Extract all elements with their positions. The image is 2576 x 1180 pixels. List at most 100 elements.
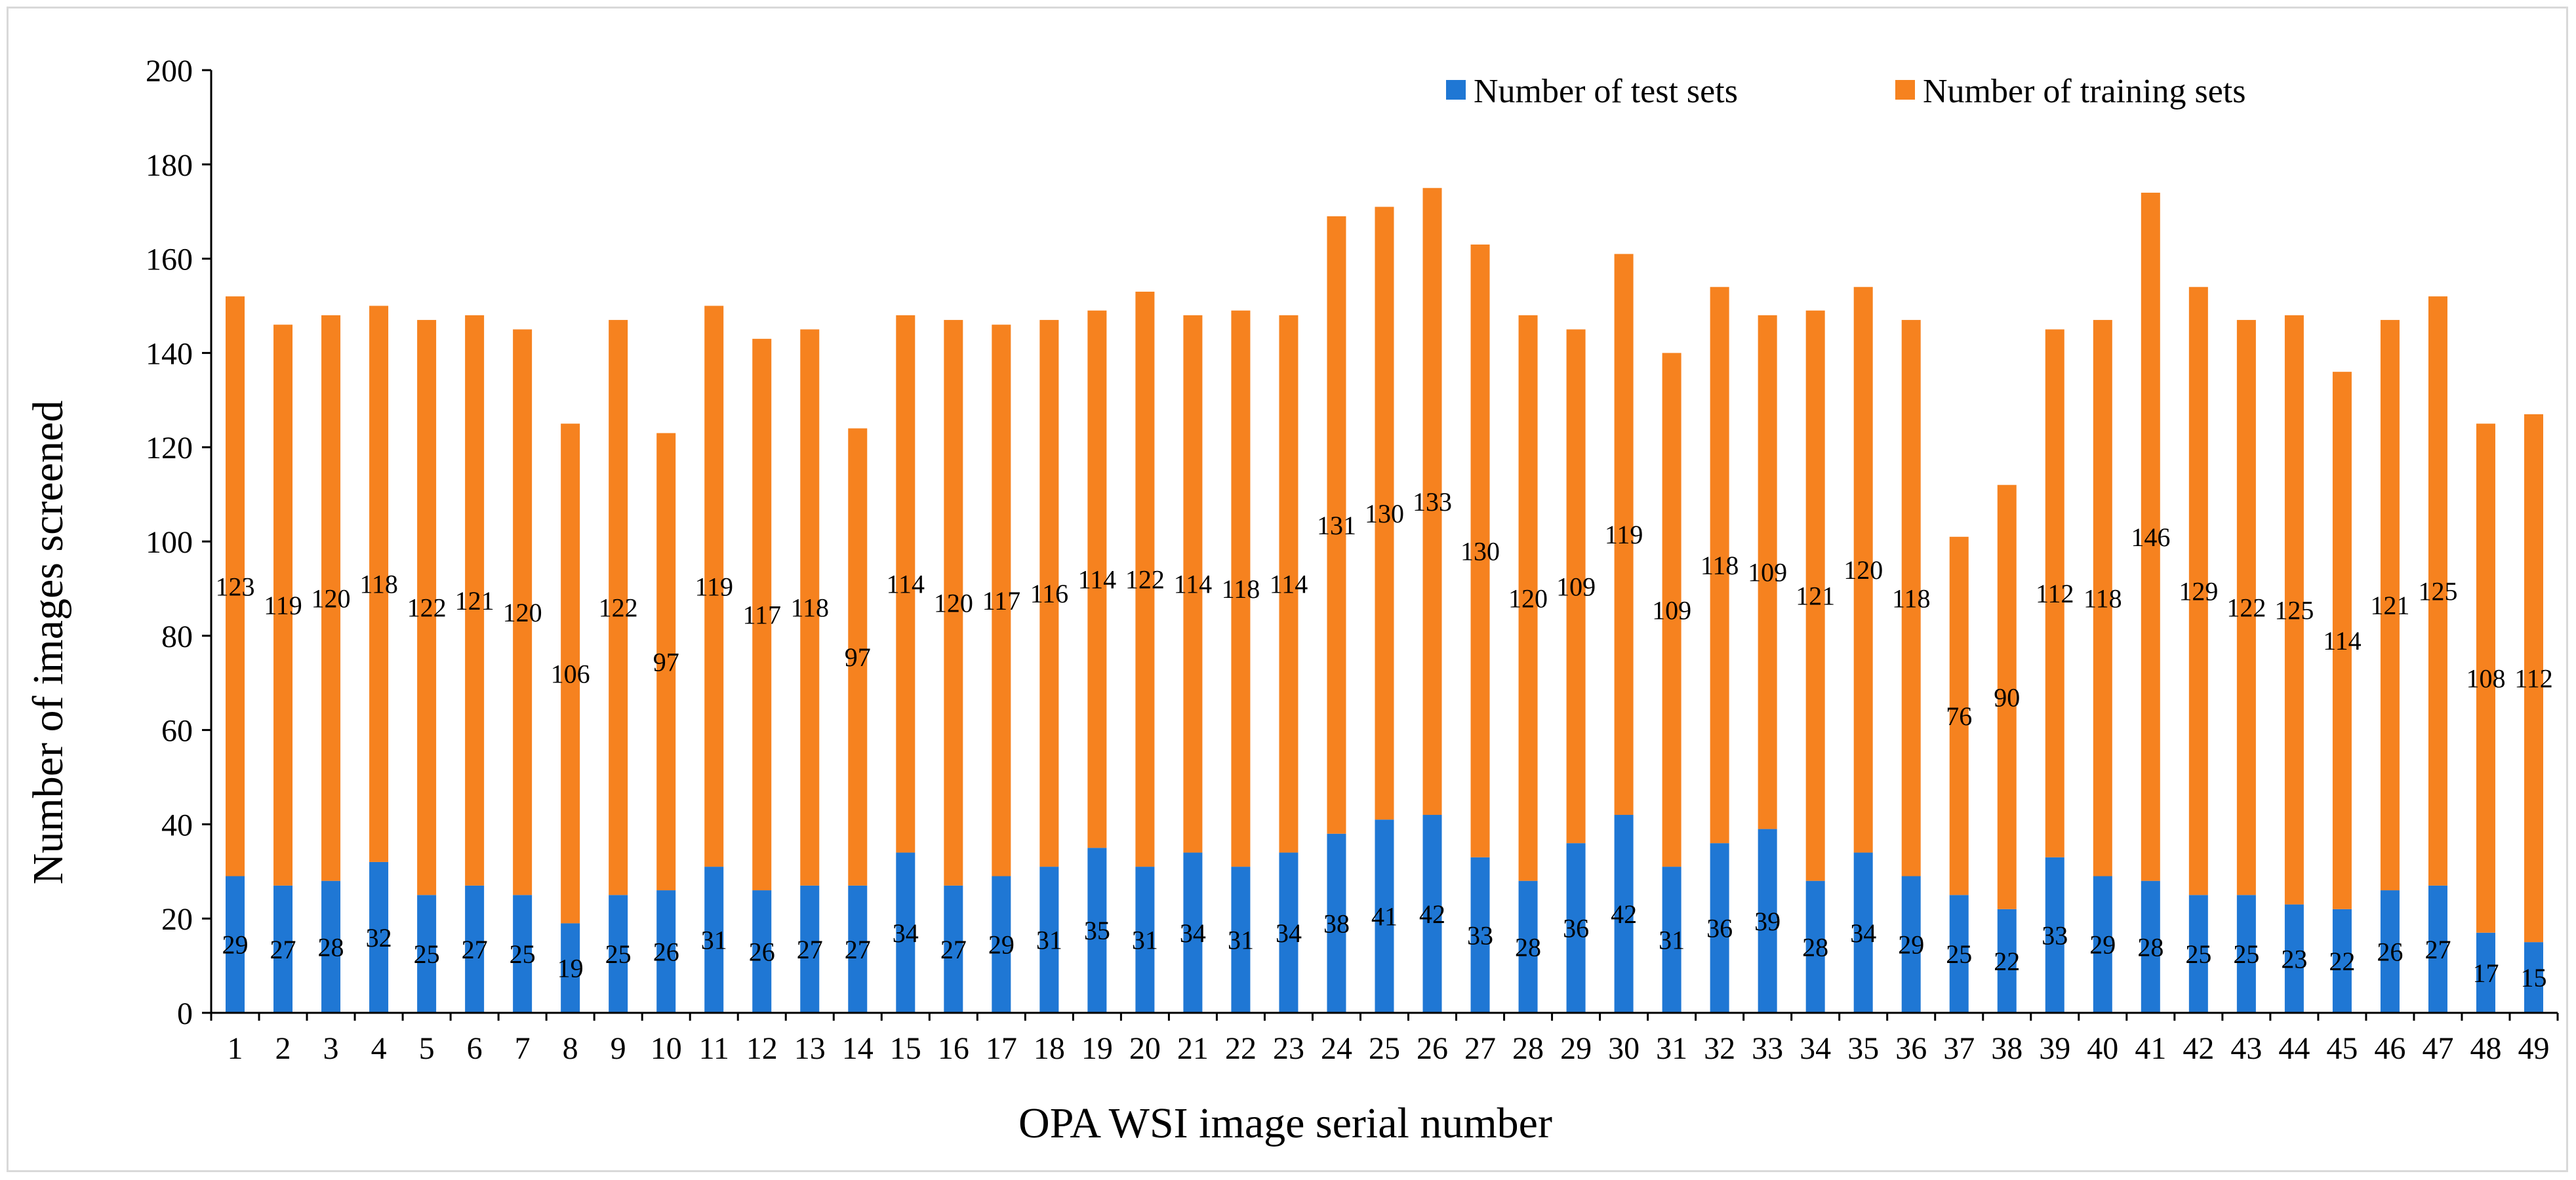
bar-training-sets-33: [1758, 315, 1777, 829]
bar-test-sets-42: [2188, 895, 2208, 1013]
bar-test-sets-12: [752, 890, 772, 1013]
x-tick-label-30: 30: [1608, 1031, 1640, 1066]
data-label-training-20: 122: [1125, 565, 1165, 595]
bar-test-sets-39: [2045, 857, 2064, 1013]
bar-training-sets-44: [2284, 315, 2304, 905]
data-label-training-15: 114: [887, 570, 925, 599]
data-label-test-9: 25: [605, 939, 632, 969]
bar-training-sets-47: [2428, 296, 2447, 886]
data-label-test-4: 32: [366, 923, 392, 953]
data-label-test-39: 33: [2042, 920, 2068, 950]
bar-training-sets-12: [752, 338, 772, 891]
data-label-training-14: 97: [845, 642, 871, 672]
bar-test-sets-33: [1758, 829, 1777, 1013]
data-label-training-40: 118: [2083, 583, 2122, 613]
x-tick-label-40: 40: [2087, 1031, 2118, 1066]
data-label-test-17: 29: [988, 930, 1015, 960]
bar-training-sets-29: [1566, 329, 1586, 844]
bar-test-sets-45: [2332, 909, 2352, 1013]
data-label-test-44: 23: [2281, 944, 2307, 974]
bar-training-sets-49: [2524, 414, 2543, 943]
data-label-training-2: 119: [264, 591, 302, 620]
x-axis-title: OPA WSI image serial number: [1018, 1099, 1552, 1147]
data-label-test-1: 29: [222, 930, 249, 960]
bar-training-sets-3: [321, 315, 341, 881]
data-label-training-36: 118: [1892, 583, 1931, 613]
x-tick-label-5: 5: [419, 1031, 435, 1066]
x-tick-label-36: 36: [1895, 1031, 1927, 1066]
bar-test-sets-10: [656, 890, 676, 1013]
bar-test-sets-17: [992, 876, 1011, 1013]
bar-training-sets-18: [1039, 320, 1059, 867]
data-label-training-44: 125: [2274, 595, 2314, 625]
data-label-test-26: 42: [1419, 899, 1445, 929]
bar-test-sets-4: [369, 861, 389, 1013]
data-label-test-10: 26: [653, 937, 679, 967]
data-label-test-15: 34: [893, 918, 919, 948]
data-label-test-31: 31: [1659, 926, 1685, 955]
data-label-training-26: 133: [1413, 487, 1452, 517]
bar-test-sets-41: [2141, 880, 2160, 1013]
y-tick-label-60: 60: [161, 714, 193, 749]
bar-test-sets-25: [1375, 819, 1394, 1013]
data-label-test-35: 34: [1850, 918, 1876, 948]
bar-training-sets-10: [656, 433, 676, 891]
x-tick-label-26: 26: [1417, 1031, 1448, 1066]
data-label-training-46: 121: [2370, 591, 2409, 620]
bar-training-sets-48: [2476, 423, 2495, 933]
x-tick-label-21: 21: [1177, 1031, 1209, 1066]
bar-test-sets-29: [1566, 843, 1586, 1013]
x-tick-label-18: 18: [1034, 1031, 1065, 1066]
x-tick-label-49: 49: [2518, 1031, 2549, 1066]
x-tick-label-2: 2: [275, 1031, 291, 1066]
bar-test-sets-8: [561, 923, 580, 1013]
bar-test-sets-20: [1135, 867, 1155, 1013]
x-tick-label-38: 38: [1991, 1031, 2023, 1066]
y-tick-label-180: 180: [146, 148, 193, 183]
x-tick-label-29: 29: [1560, 1031, 1592, 1066]
data-label-test-45: 22: [2329, 947, 2355, 976]
data-label-training-6: 121: [455, 586, 494, 616]
bar-test-sets-28: [1518, 880, 1538, 1013]
bar-training-sets-39: [2045, 329, 2064, 857]
x-tick-label-8: 8: [563, 1031, 578, 1066]
x-tick-label-10: 10: [651, 1031, 682, 1066]
data-label-training-24: 131: [1317, 511, 1356, 540]
bar-test-sets-34: [1805, 880, 1825, 1013]
x-tick-label-11: 11: [699, 1031, 729, 1066]
bar-training-sets-9: [609, 320, 628, 895]
bar-test-sets-21: [1183, 852, 1203, 1013]
bar-training-sets-46: [2380, 320, 2400, 891]
bar-test-sets-1: [226, 876, 245, 1013]
bar-test-sets-14: [848, 885, 868, 1013]
x-tick-label-12: 12: [746, 1031, 778, 1066]
bar-training-sets-13: [800, 329, 820, 886]
data-label-test-12: 26: [749, 937, 775, 967]
bar-training-sets-19: [1087, 310, 1107, 848]
data-label-training-12: 117: [742, 600, 781, 629]
bar-training-sets-4: [369, 305, 389, 862]
x-tick-label-27: 27: [1464, 1031, 1496, 1066]
data-label-training-18: 116: [1030, 579, 1069, 608]
bar-test-sets-46: [2380, 890, 2400, 1013]
bar-training-sets-25: [1375, 206, 1394, 820]
bar-training-sets-41: [2141, 192, 2160, 881]
data-label-test-49: 15: [2520, 963, 2546, 993]
data-label-training-16: 120: [934, 588, 973, 618]
data-label-test-22: 31: [1228, 926, 1254, 955]
bar-test-sets-49: [2524, 942, 2543, 1013]
bar-training-sets-23: [1279, 315, 1298, 853]
bar-training-sets-32: [1710, 286, 1729, 844]
data-label-test-19: 35: [1084, 916, 1110, 945]
x-tick-label-19: 19: [1081, 1031, 1113, 1066]
x-tick-label-4: 4: [371, 1031, 387, 1066]
x-tick-label-35: 35: [1847, 1031, 1879, 1066]
data-label-test-3: 28: [318, 932, 344, 962]
data-label-training-22: 118: [1222, 574, 1260, 604]
data-label-training-7: 120: [503, 598, 542, 627]
bar-training-sets-6: [465, 315, 485, 886]
bar-training-sets-8: [561, 423, 580, 924]
bar-training-sets-15: [896, 315, 916, 853]
data-label-test-18: 31: [1036, 926, 1062, 955]
data-label-training-13: 118: [790, 593, 829, 623]
